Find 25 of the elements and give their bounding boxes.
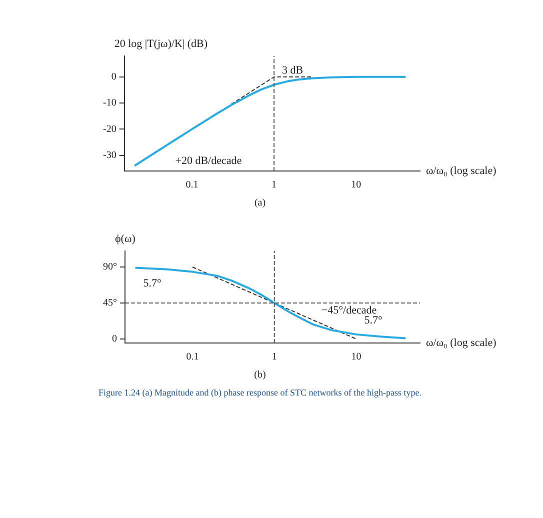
y-tick-label: 45° xyxy=(103,298,117,309)
annotation: 5.7° xyxy=(364,314,382,326)
x-tick-label: 1 xyxy=(272,180,277,191)
x-tick-label: 0.1 xyxy=(186,180,198,191)
text: (b) xyxy=(254,370,266,381)
y-axis-title: 20 log |T(jω)/K| (dB) xyxy=(114,38,208,50)
annotation: −45°/decade xyxy=(321,304,377,316)
x-tick-label: 10 xyxy=(351,180,362,191)
y-tick-label: -10 xyxy=(102,98,116,109)
caption: Figure 1.24 (a) Magnitude and (b) phase response of STC networks of the high-pass type. xyxy=(98,387,422,398)
x-tick-label: 1 xyxy=(272,352,277,363)
text: (a) xyxy=(254,198,266,209)
annotation: +20 dB/decade xyxy=(175,154,242,167)
y-tick-label: -20 xyxy=(102,124,116,135)
y-tick-label: 0 xyxy=(112,334,117,345)
x-tick-label: 10 xyxy=(351,352,362,363)
x-axis-title: ω/ω₀ (log scale) xyxy=(426,164,497,177)
y-axis-title: ϕ(ω) xyxy=(115,232,136,245)
y-tick-label: 0 xyxy=(111,72,116,83)
annotation: 5.7° xyxy=(143,278,162,290)
y-tick-label: -30 xyxy=(102,150,116,161)
annotation: 3 dB xyxy=(282,64,304,77)
x-tick-label: 0.1 xyxy=(186,352,199,363)
x-axis-title: ω/ω₀ (log scale) xyxy=(426,336,497,349)
y-tick-label: 90° xyxy=(103,262,117,273)
